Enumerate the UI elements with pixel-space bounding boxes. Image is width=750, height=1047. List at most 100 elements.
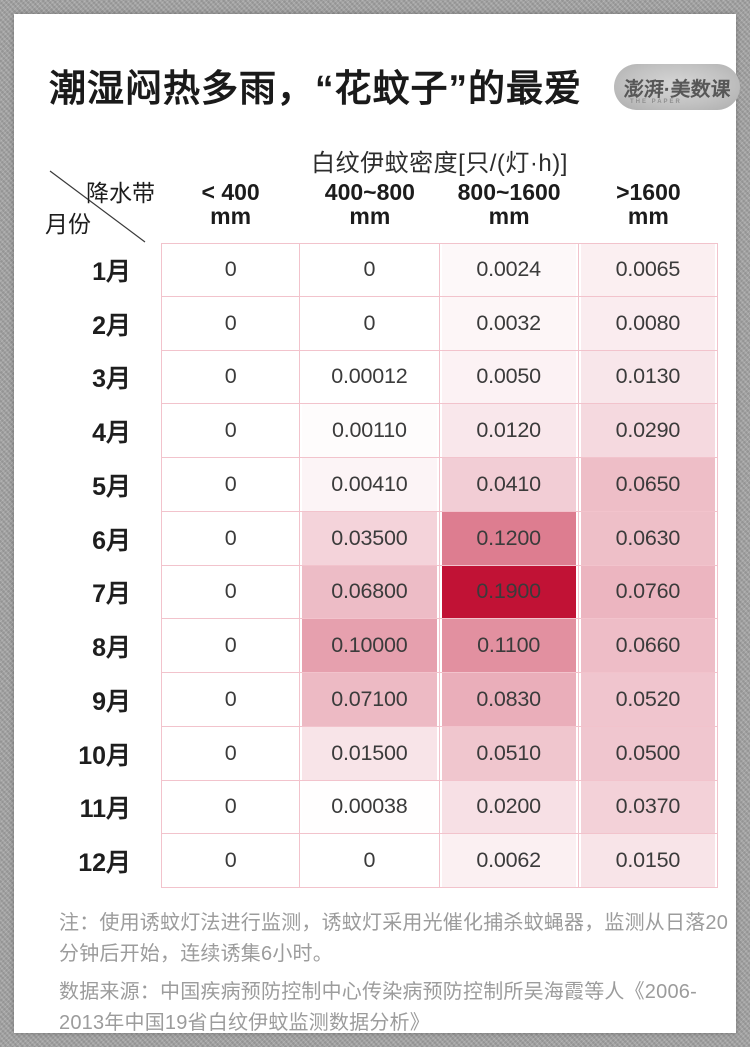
brand-logo: 澎湃·美数课 THE PAPER bbox=[614, 64, 740, 110]
density-cell: 0.0650 bbox=[578, 458, 718, 512]
density-cell: 0 bbox=[161, 243, 301, 297]
heat-fill bbox=[580, 404, 715, 457]
month-label: 11月 bbox=[79, 795, 131, 824]
density-value: 0.0650 bbox=[615, 471, 681, 496]
density-cell: 0 bbox=[300, 296, 440, 351]
corner-label-month: 月份 bbox=[45, 211, 91, 237]
density-value: 0.10000 bbox=[331, 633, 408, 658]
density-value: 0.0024 bbox=[476, 257, 541, 282]
density-value: 0.0120 bbox=[476, 418, 541, 443]
density-cell: 0.0130 bbox=[578, 350, 718, 405]
month-label: 4月 bbox=[92, 419, 131, 448]
column-range-label: < 400 bbox=[201, 179, 260, 205]
density-value: 0.0200 bbox=[476, 794, 541, 819]
density-value: 0.00038 bbox=[331, 794, 408, 819]
heat-fill bbox=[580, 458, 715, 511]
heat-fill bbox=[580, 244, 715, 296]
heat-fill bbox=[580, 780, 715, 834]
density-cell: 0 bbox=[161, 673, 301, 727]
density-value: 0.1100 bbox=[477, 633, 541, 658]
heat-fill bbox=[441, 511, 576, 565]
month-label: 9月 bbox=[92, 687, 131, 716]
column-header-lt400: < 400 mm bbox=[161, 179, 300, 229]
heat-fill bbox=[441, 619, 576, 672]
density-cell: 0.1100 bbox=[439, 619, 579, 673]
page-title: 潮湿闷热多雨，“花蚊子”的最爱 bbox=[49, 68, 582, 109]
density-cell: 0.0062 bbox=[439, 834, 579, 888]
heat-fill bbox=[302, 404, 437, 457]
column-header-gt1600: >1600 mm bbox=[579, 179, 718, 228]
heat-fill bbox=[302, 780, 437, 834]
density-cell: 0 bbox=[161, 350, 301, 405]
column-range-label: 800~1600 bbox=[457, 179, 561, 205]
density-value: 0.0370 bbox=[615, 794, 681, 819]
column-range-label: >1600 bbox=[616, 179, 681, 205]
column-header-400-800: 400~800 mm bbox=[300, 180, 439, 228]
month-label: 8月 bbox=[92, 634, 131, 663]
density-value: 0.03500 bbox=[331, 525, 408, 550]
density-value: 0.01500 bbox=[331, 740, 408, 765]
heat-fill bbox=[441, 673, 576, 726]
heat-fill bbox=[302, 673, 437, 726]
density-value: 0.0510 bbox=[476, 740, 541, 765]
heat-fill bbox=[302, 619, 437, 672]
density-cell: 0.0660 bbox=[578, 619, 718, 673]
density-cell: 0.06800 bbox=[300, 565, 440, 620]
density-value: 0.0130 bbox=[615, 364, 681, 389]
density-cell: 0.0500 bbox=[578, 726, 718, 781]
month-label: 6月 bbox=[92, 526, 131, 555]
density-value: 0 bbox=[224, 633, 237, 658]
heat-fill bbox=[580, 565, 715, 619]
density-cell: 0 bbox=[300, 834, 440, 888]
note-source: 数据来源：中国疾病预防控制中心传染病预防控制所吴海霞等人《2006-2013年中… bbox=[59, 981, 697, 1034]
month-label: 1月 bbox=[92, 257, 131, 286]
density-cell: 0.10000 bbox=[300, 619, 440, 673]
density-value: 0.0032 bbox=[476, 310, 541, 335]
column-headers: < 400 mm 400~800 mm 800~1600 mm >1600 mm bbox=[161, 179, 718, 229]
heat-fill bbox=[441, 404, 576, 457]
column-unit-label: mm bbox=[210, 203, 252, 229]
density-value: 0.0080 bbox=[615, 310, 681, 335]
footnotes: 注：使用诱蚊灯法进行监测，诱蚊灯采用光催化捕杀蚊蝇器，监测从日落20分钟后开始，… bbox=[59, 908, 735, 1039]
heat-fill bbox=[441, 780, 576, 834]
density-value: 0 bbox=[224, 579, 237, 604]
density-value: 0.0630 bbox=[615, 525, 681, 550]
density-value: 0.0290 bbox=[615, 418, 681, 443]
density-value: 0.0830 bbox=[476, 686, 541, 711]
density-cell: 0 bbox=[161, 404, 301, 458]
heat-fill bbox=[441, 350, 576, 404]
density-cell: 0.0150 bbox=[578, 834, 718, 888]
heat-fill bbox=[580, 296, 715, 350]
density-cell: 0.0830 bbox=[439, 673, 579, 727]
heat-fill bbox=[302, 511, 437, 565]
density-cell: 0.0410 bbox=[439, 458, 579, 512]
heat-fill bbox=[580, 350, 715, 404]
density-cell: 0 bbox=[300, 243, 440, 297]
density-value: 0.07100 bbox=[331, 686, 408, 711]
density-value: 0.0150 bbox=[615, 848, 681, 873]
density-cell: 0.1900 bbox=[439, 565, 579, 620]
heat-fill bbox=[580, 726, 715, 780]
heat-fill bbox=[580, 673, 715, 726]
density-cell: 0 bbox=[161, 511, 301, 566]
heat-fill bbox=[441, 834, 576, 887]
month-label: 12月 bbox=[78, 849, 131, 878]
density-cell: 0.01500 bbox=[300, 726, 440, 781]
density-value: 0 bbox=[224, 364, 237, 389]
density-value: 0.0065 bbox=[615, 257, 681, 282]
density-value: 0.0660 bbox=[615, 633, 681, 658]
note-method: 注：使用诱蚊灯法进行监测，诱蚊灯采用光催化捕杀蚊蝇器，监测从日落20分钟后开始，… bbox=[59, 912, 729, 965]
density-cell: 0 bbox=[161, 296, 301, 351]
density-value: 0.0500 bbox=[615, 740, 681, 765]
density-cell: 0.0760 bbox=[578, 565, 718, 620]
heat-fill bbox=[441, 726, 576, 780]
diagonal-header-cell: 降水带 月份 bbox=[42, 162, 172, 250]
density-value: 0 bbox=[363, 848, 376, 873]
heat-fill bbox=[441, 565, 576, 619]
density-cell: 0.0200 bbox=[439, 780, 579, 835]
density-value: 0 bbox=[224, 686, 237, 711]
density-cell: 0.1200 bbox=[439, 511, 579, 566]
month-label: 7月 bbox=[92, 580, 131, 609]
density-value: 0.06800 bbox=[331, 579, 408, 604]
